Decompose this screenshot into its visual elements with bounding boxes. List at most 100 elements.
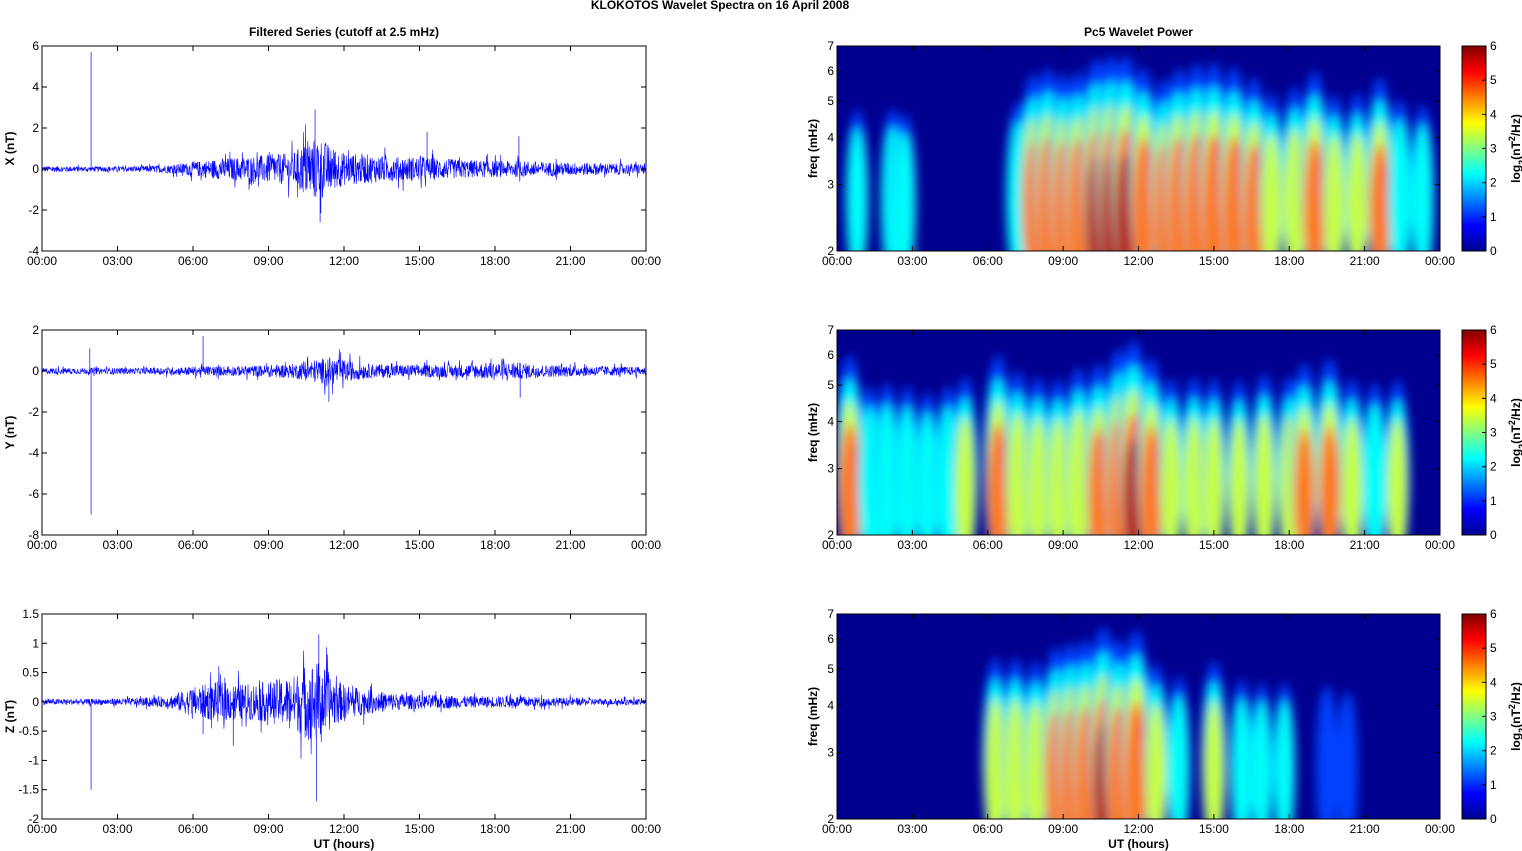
colorbar-tick-label: 1: [1490, 778, 1497, 792]
heatmap-blob-11: [1133, 137, 1154, 251]
panel-title: Pc5 Wavelet Power: [1084, 25, 1193, 39]
x-tick-label: 00:00: [1425, 254, 1455, 268]
x-tick-label: 03:00: [897, 254, 927, 268]
colorbar-tick-label: 4: [1490, 107, 1497, 121]
y-tick-label: 2: [827, 812, 834, 826]
colorbar-label-part: 2: [1507, 136, 1517, 141]
y-tick-label: 4: [827, 131, 834, 145]
x-tick-label: 03:00: [897, 538, 927, 552]
heatmap-blob-6: [955, 417, 976, 535]
heatmap-blob-layer: [845, 56, 1435, 251]
heatmap-blob-15: [1141, 425, 1161, 535]
colorbar-tick-label: 4: [1490, 675, 1497, 689]
heatmap-blob-21: [1324, 134, 1345, 251]
colorbar-label: log2(nT2/Hz): [1507, 114, 1522, 183]
y-axis-label: freq (mHz): [806, 119, 820, 178]
y-axis-label: Z (nT): [3, 700, 17, 733]
colorbar-tick-label: 5: [1490, 357, 1497, 371]
y-tick-label: 1.5: [22, 607, 39, 621]
y-tick-label: 5: [827, 662, 834, 676]
x-tick-label: 06:00: [178, 254, 208, 268]
y-tick-label: 3: [827, 462, 834, 476]
x-tick-label: 06:00: [178, 822, 208, 836]
heatmap-blob-25: [1363, 402, 1386, 535]
x-tick-label: 18:00: [480, 822, 510, 836]
y-tick-label: 0: [32, 695, 39, 709]
x-tick-label: 21:00: [1350, 538, 1380, 552]
x-tick-label: 21:00: [555, 254, 585, 268]
x-tick-label: 18:00: [1274, 822, 1304, 836]
y-tick-label: 0: [32, 364, 39, 378]
plot-frame: [41, 613, 647, 820]
colorbar-label: log2(nT2/Hz): [1507, 682, 1522, 751]
y-tick-label: -4: [28, 244, 39, 258]
colorbar-tick-label: 2: [1490, 460, 1497, 474]
y-axis-label: X (nT): [3, 132, 17, 166]
x-tick-label: 12:00: [329, 538, 359, 552]
panel-4: -2 -1.5 -1 -0.5 0 0.5 1 1.5 00:00 03:00 06:00 09:00…: [3, 607, 661, 851]
y-tick-label: -0.5: [18, 724, 39, 738]
heatmap-blob-19: [1229, 419, 1249, 535]
plot-frame: [41, 45, 647, 252]
panel-2: -8 -6 -4 -2 0 2 00:00 03:00 06:00 09:00 12:00 15:00…: [3, 323, 661, 552]
x-tick-label: 09:00: [1048, 538, 1078, 552]
y-tick-label: 3: [827, 746, 834, 760]
x-tick-label: 00:00: [822, 822, 852, 836]
x-tick-label: 03:00: [897, 822, 927, 836]
x-tick-label: 12:00: [1123, 822, 1153, 836]
heatmap-blob-2: [894, 132, 915, 251]
heatmap-blob-9: [1146, 703, 1166, 819]
heatmap-blob-19: [1283, 128, 1305, 251]
x-tick-label: 00:00: [27, 538, 57, 552]
x-tick-label: 06:00: [178, 538, 208, 552]
colorbar-tick-label: 1: [1490, 494, 1497, 508]
y-tick-label: 3: [827, 178, 834, 192]
colorbar-label-part: 2: [1507, 420, 1517, 425]
y-tick-label: 2: [827, 244, 834, 258]
heatmap-blob-22: [1347, 133, 1368, 251]
x-tick-label: 15:00: [1199, 822, 1229, 836]
y-tick-label: -2: [28, 812, 39, 826]
colorbar-tick-label: 1: [1490, 210, 1497, 224]
y-tick-label: 2: [32, 121, 39, 135]
heatmap-blob-13: [1251, 700, 1272, 819]
colorbar-label-part: /Hz): [1509, 114, 1522, 136]
x-tick-label: 15:00: [1199, 538, 1229, 552]
heatmap-blob-layer: [837, 340, 1410, 535]
colorbar-label-part: 2: [1507, 704, 1517, 709]
heatmap-blob-16: [1336, 691, 1358, 819]
colorbar-label-part: /Hz): [1509, 398, 1522, 420]
y-tick-label: -1.5: [18, 783, 39, 797]
heatmap-blob-8: [1125, 701, 1147, 819]
y-tick-label: 2: [827, 528, 834, 542]
x-tick-label: 15:00: [404, 822, 434, 836]
x-tick-label: 15:00: [404, 538, 434, 552]
colorbar-label: log2(nT2/Hz): [1507, 398, 1522, 467]
colorbar-tick-label: 4: [1490, 391, 1497, 405]
heatmap-blob-1: [858, 405, 881, 535]
colorbar-label-part: (nT: [1509, 709, 1522, 728]
heatmap-blob-0: [985, 698, 1006, 819]
x-tick-label: 00:00: [631, 822, 661, 836]
x-tick-label: 09:00: [1048, 822, 1078, 836]
y-tick-label: 1: [32, 636, 39, 650]
y-tick-label: -8: [28, 528, 39, 542]
x-tick-label: 18:00: [480, 254, 510, 268]
x-axis-label: UT (hours): [314, 837, 375, 851]
y-tick-label: 5: [827, 378, 834, 392]
colorbar-label-part: 2: [1517, 444, 1522, 449]
x-tick-label: 21:00: [555, 538, 585, 552]
heatmap-blob-7: [987, 423, 1008, 535]
heatmap-blobs: [837, 340, 1410, 535]
heatmap-blob-1: [1005, 698, 1026, 819]
y-tick-label: -6: [28, 487, 39, 501]
x-tick-label: 09:00: [253, 254, 283, 268]
panel-0: -4 -2 0 2 4 6 00:00 03:00 06:00 09:00 12:00 15:00 18…: [3, 25, 661, 268]
colorbar-label-part: (nT: [1509, 425, 1522, 444]
heatmap-blob-15: [1203, 133, 1225, 251]
x-tick-label: 18:00: [1274, 538, 1304, 552]
heatmap-blobs: [982, 627, 1358, 819]
heatmap-blob-2: [1025, 701, 1046, 819]
x-tick-label: 09:00: [1048, 254, 1078, 268]
